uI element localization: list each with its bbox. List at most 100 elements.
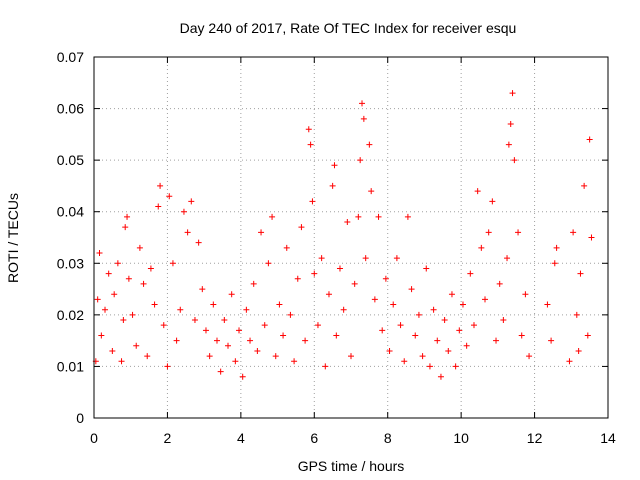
data-point [485,229,492,236]
data-point [359,100,366,107]
data-point [98,332,105,339]
data-point [507,121,514,128]
x-tick-label: 4 [237,430,245,446]
data-point [136,244,143,251]
data-point [239,373,246,380]
data-point [452,363,459,370]
x-axis-label: GPS time / hours [298,458,405,474]
data-point [357,157,364,164]
data-point [474,188,481,195]
data-point [430,306,437,313]
data-point [94,296,101,303]
axes-layer: 0 2 4 6 8 10 12 14 0 0.01 0.02 0.03 0.04 0.05 0.06 0.07 [57,49,616,446]
data-point [124,213,131,220]
plot-frame [93,56,609,419]
data-point [515,229,522,236]
data-point [331,162,338,169]
data-point [232,358,239,365]
y-axis-label: ROTI / TECUs [5,193,21,283]
data-point [566,358,573,365]
data-point [575,347,582,354]
data-point [344,219,351,226]
data-point [111,291,118,298]
data-point [509,90,516,97]
data-point [213,337,220,344]
data-point [415,311,422,318]
data-point [419,353,426,360]
grid-layer [94,57,608,418]
data-point [269,213,276,220]
data-point [287,311,294,318]
data-point [272,353,279,360]
data-point [362,255,369,262]
chart-title: Day 240 of 2017, Rate Of TEC Index for r… [180,20,517,36]
data-point [390,301,397,308]
data-point [526,353,533,360]
data-point [173,337,180,344]
data-point [463,342,470,349]
data-point [401,358,408,365]
data-point [120,317,127,324]
data-point [586,136,593,143]
data-point [302,337,309,344]
data-point [379,327,386,334]
data-point [225,342,232,349]
data-point [307,141,314,148]
data-point [366,141,373,148]
data-point [261,322,268,329]
x-tick-label: 8 [384,430,392,446]
data-point [96,249,103,256]
data-point [184,229,191,236]
data-point [496,280,503,287]
data-point [155,203,162,210]
data-point [125,275,132,282]
data-point [247,337,254,344]
data-point [348,353,354,360]
data-point [118,358,125,365]
data-point [382,275,389,282]
data-point [151,301,158,308]
data-point [291,358,298,365]
data-point [236,327,243,334]
data-point [188,198,195,205]
data-point [140,280,147,287]
data-point [102,306,109,313]
data-point [333,332,340,339]
data-point [309,198,316,205]
data-point [258,229,265,236]
data-point [584,332,591,339]
data-point [217,368,224,375]
data-point [470,322,477,329]
x-tick-label: 2 [164,430,172,446]
data-point [553,244,560,251]
data-point [265,260,272,267]
data-point [505,141,512,148]
data-point [426,363,433,370]
data-point [482,296,489,303]
data-point [412,332,419,339]
data-point [456,327,463,334]
data-point [467,270,474,277]
data-point [478,244,485,251]
data-point [500,317,507,324]
data-point [147,265,154,272]
data-point [250,280,257,287]
data-point [322,363,329,370]
y-tick-label: 0.05 [57,152,84,168]
data-point [221,317,228,324]
data-point [504,255,511,262]
data-point [122,224,129,231]
data-point [206,353,213,360]
data-point [280,332,287,339]
data-point [551,260,558,267]
y-tick-label: 0.06 [57,101,84,117]
data-point [276,301,283,308]
data-point [314,322,321,329]
data-point [133,342,140,349]
data-point [228,291,235,298]
data-point [243,306,250,313]
x-tick-label: 6 [310,430,318,446]
data-point [404,213,411,220]
